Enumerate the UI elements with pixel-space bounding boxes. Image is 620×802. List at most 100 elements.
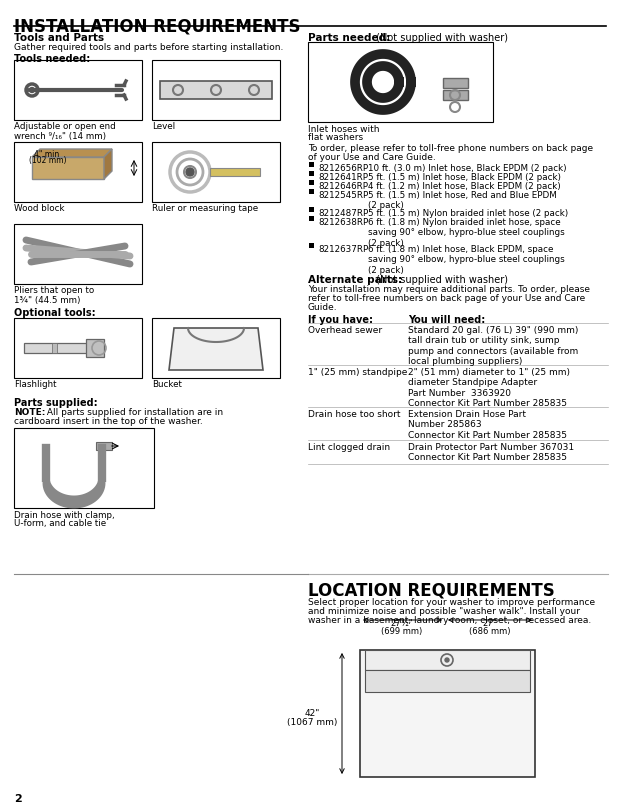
Text: 8212545RP: 8212545RP xyxy=(318,191,368,200)
Text: 4 ft. (1.2 m) Inlet hose, Black EPDM (2 pack): 4 ft. (1.2 m) Inlet hose, Black EPDM (2 … xyxy=(368,182,560,191)
Bar xyxy=(309,207,314,212)
Text: Guide.: Guide. xyxy=(308,303,338,312)
Circle shape xyxy=(186,168,194,176)
Text: 6 ft. (1.8 m) Inlet hose, Black EPDM, space
saving 90° elbow, hypro-blue steel c: 6 ft. (1.8 m) Inlet hose, Black EPDM, sp… xyxy=(368,245,565,275)
Text: 1" (25 mm) standpipe: 1" (25 mm) standpipe xyxy=(308,368,407,377)
Text: 42": 42" xyxy=(304,709,320,718)
Bar xyxy=(308,42,493,122)
Text: To order, please refer to toll-free phone numbers on back page: To order, please refer to toll-free phon… xyxy=(308,144,593,153)
Text: (699 mm): (699 mm) xyxy=(381,627,423,636)
Text: LOCATION REQUIREMENTS: LOCATION REQUIREMENTS xyxy=(308,582,555,600)
Text: 8212656RP: 8212656RP xyxy=(318,164,368,173)
Polygon shape xyxy=(32,157,104,179)
Bar xyxy=(24,343,96,353)
Text: Flashlight: Flashlight xyxy=(14,380,56,389)
Text: Parts needed:: Parts needed: xyxy=(308,33,390,43)
Text: (1067 mm): (1067 mm) xyxy=(287,718,337,727)
Text: (Not supplied with washer): (Not supplied with washer) xyxy=(373,275,508,285)
Bar xyxy=(309,243,314,248)
Text: 5 ft. (1.5 m) Nylon braided inlet hose (2 pack): 5 ft. (1.5 m) Nylon braided inlet hose (… xyxy=(368,209,569,218)
Bar xyxy=(443,78,468,88)
Bar xyxy=(152,318,280,378)
Text: 6 ft. (1.8 m) Nylon braided inlet hose, space
saving 90° elbow, hypro-blue steel: 6 ft. (1.8 m) Nylon braided inlet hose, … xyxy=(368,218,565,248)
Text: Inlet hoses with: Inlet hoses with xyxy=(308,125,379,134)
Text: Drain hose too short: Drain hose too short xyxy=(308,410,401,419)
Text: (102 mm): (102 mm) xyxy=(29,156,66,165)
Text: U-form, and cable tie: U-form, and cable tie xyxy=(14,519,106,528)
Bar xyxy=(360,650,535,777)
Text: 8212641RP: 8212641RP xyxy=(318,173,368,182)
Text: Extension Drain Hose Part
Number 285863
Connector Kit Part Number 285835: Extension Drain Hose Part Number 285863 … xyxy=(408,410,567,439)
Text: cardboard insert in the top of the washer.: cardboard insert in the top of the washe… xyxy=(14,417,203,426)
Text: and minimize noise and possible "washer walk". Install your: and minimize noise and possible "washer … xyxy=(308,607,580,616)
Polygon shape xyxy=(169,328,263,370)
Text: Tools needed:: Tools needed: xyxy=(14,54,91,64)
Circle shape xyxy=(30,87,35,92)
Text: Alternate parts:: Alternate parts: xyxy=(308,275,402,285)
Text: Drain hose with clamp,: Drain hose with clamp, xyxy=(14,511,115,520)
Text: Lint clogged drain: Lint clogged drain xyxy=(308,443,390,452)
Bar xyxy=(86,339,104,357)
Text: 10 ft. (3.0 m) Inlet hose, Black EPDM (2 pack): 10 ft. (3.0 m) Inlet hose, Black EPDM (2… xyxy=(368,164,567,173)
Text: NOTE:: NOTE: xyxy=(14,408,45,417)
Text: If you have:: If you have: xyxy=(308,315,373,325)
Text: Wood block: Wood block xyxy=(14,204,64,213)
Text: 8212638RP: 8212638RP xyxy=(318,218,368,227)
Text: refer to toll-free numbers on back page of your Use and Care: refer to toll-free numbers on back page … xyxy=(308,294,585,303)
Bar xyxy=(365,650,530,670)
Text: INSTALLATION REQUIREMENTS: INSTALLATION REQUIREMENTS xyxy=(14,18,301,36)
Text: 8212646RP: 8212646RP xyxy=(318,182,368,191)
Text: Drain Protector Part Number 367031
Connector Kit Part Number 285835: Drain Protector Part Number 367031 Conne… xyxy=(408,443,574,463)
Text: You will need:: You will need: xyxy=(408,315,485,325)
Bar xyxy=(365,670,530,692)
Bar xyxy=(309,180,314,185)
Text: (Not supplied with washer): (Not supplied with washer) xyxy=(373,33,508,43)
Bar xyxy=(152,60,280,120)
Bar xyxy=(309,171,314,176)
Bar xyxy=(96,442,112,450)
Text: 8212637RP: 8212637RP xyxy=(318,245,368,254)
Text: Parts supplied:: Parts supplied: xyxy=(14,398,97,408)
Bar xyxy=(52,343,57,353)
Text: Your installation may require additional parts. To order, please: Your installation may require additional… xyxy=(308,285,590,294)
Text: washer in a basement, laundry room, closet, or recessed area.: washer in a basement, laundry room, clos… xyxy=(308,616,591,625)
Text: Adjustable or open end
wrench ⁹/₁₆" (14 mm): Adjustable or open end wrench ⁹/₁₆" (14 … xyxy=(14,122,116,141)
Bar xyxy=(309,216,314,221)
Text: 8212487RP: 8212487RP xyxy=(318,209,368,218)
Polygon shape xyxy=(32,149,112,157)
Text: 27½": 27½" xyxy=(391,619,414,628)
Text: Optional tools:: Optional tools: xyxy=(14,308,95,318)
Bar xyxy=(14,142,142,202)
Bar xyxy=(160,81,272,99)
Text: All parts supplied for installation are in: All parts supplied for installation are … xyxy=(44,408,223,417)
Circle shape xyxy=(445,658,449,662)
Text: 2: 2 xyxy=(14,794,22,802)
Polygon shape xyxy=(104,149,112,179)
Text: Overhead sewer: Overhead sewer xyxy=(308,326,382,335)
Text: 5 ft. (1.5 m) Inlet hose, Black EPDM (2 pack): 5 ft. (1.5 m) Inlet hose, Black EPDM (2 … xyxy=(368,173,561,182)
Text: Tools and Parts: Tools and Parts xyxy=(14,33,104,43)
Text: Bucket: Bucket xyxy=(152,380,182,389)
Text: Gather required tools and parts before starting installation.: Gather required tools and parts before s… xyxy=(14,43,283,52)
Text: flat washers: flat washers xyxy=(308,133,363,142)
Bar xyxy=(443,90,468,100)
Bar xyxy=(309,189,314,194)
Text: 4" min: 4" min xyxy=(34,150,60,159)
Bar xyxy=(210,168,260,176)
Text: Pliers that open to
1¾" (44.5 mm): Pliers that open to 1¾" (44.5 mm) xyxy=(14,286,94,306)
Text: Select proper location for your washer to improve performance: Select proper location for your washer t… xyxy=(308,598,595,607)
Text: 5 ft. (1.5 m) Inlet hose, Red and Blue EPDM
(2 pack): 5 ft. (1.5 m) Inlet hose, Red and Blue E… xyxy=(368,191,557,210)
Text: 27": 27" xyxy=(483,619,497,628)
Text: Standard 20 gal. (76 L) 39" (990 mm)
tall drain tub or utility sink, sump
pump a: Standard 20 gal. (76 L) 39" (990 mm) tal… xyxy=(408,326,578,367)
Bar xyxy=(152,142,280,202)
Text: (686 mm): (686 mm) xyxy=(469,627,511,636)
Text: Ruler or measuring tape: Ruler or measuring tape xyxy=(152,204,258,213)
Bar xyxy=(14,428,154,508)
Bar xyxy=(14,318,142,378)
Text: Level: Level xyxy=(152,122,175,131)
Bar xyxy=(309,162,314,167)
Bar xyxy=(14,60,142,120)
Text: of your Use and Care Guide.: of your Use and Care Guide. xyxy=(308,153,436,162)
Bar xyxy=(14,224,142,284)
Text: 2" (51 mm) diameter to 1" (25 mm)
diameter Standpipe Adapter
Part Number  336392: 2" (51 mm) diameter to 1" (25 mm) diamet… xyxy=(408,368,570,408)
